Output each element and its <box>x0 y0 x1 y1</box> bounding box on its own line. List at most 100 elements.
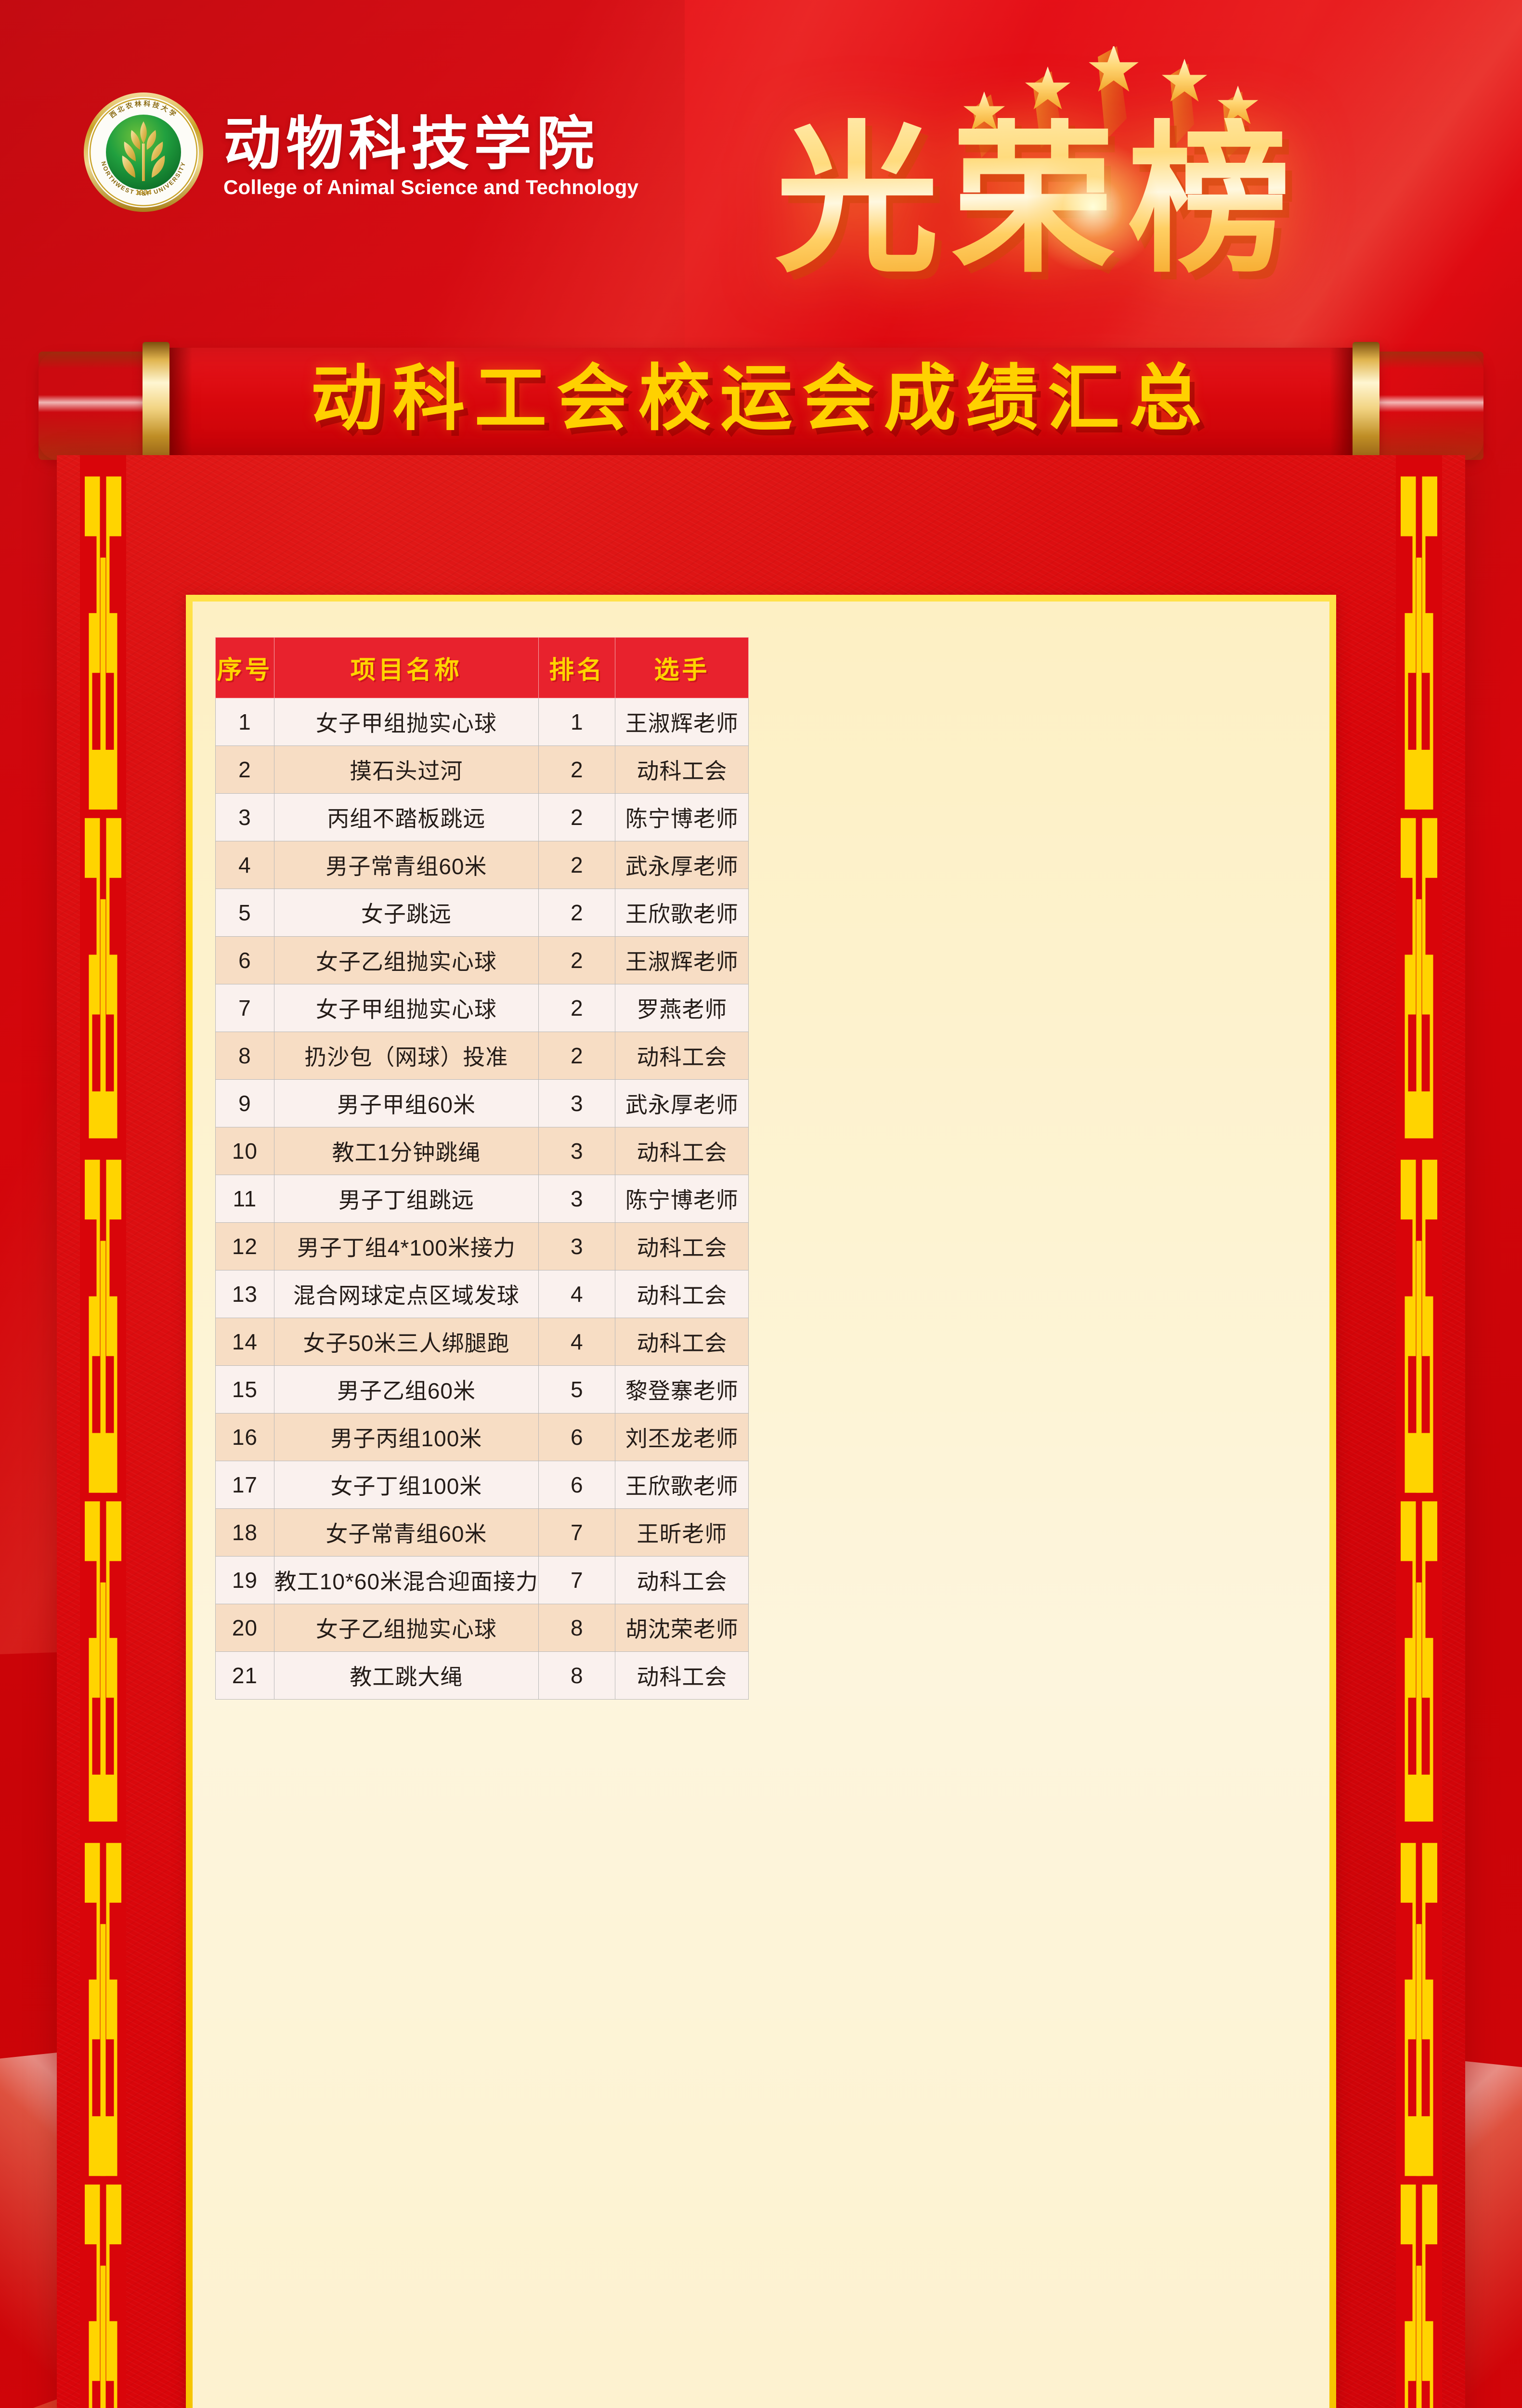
results-table-body: 1 女子甲组抛实心球 1 王淑辉老师 2 摸石头过河 2 动科工会 3 丙组不踏板跳远 2 陈宁博老师… <box>215 698 749 1700</box>
banner-title-text: 动科工会校运会成绩汇总 <box>311 358 1211 439</box>
cell-index: 15 <box>215 1365 274 1413</box>
star-cluster <box>944 44 1310 176</box>
cell-rank: 3 <box>538 1079 616 1127</box>
cell-rank: 8 <box>538 1604 616 1652</box>
scroll-rod-cap-left <box>143 342 169 470</box>
cell-index: 9 <box>215 1079 274 1127</box>
cell-athlete: 王欣歌老师 <box>615 889 749 937</box>
cell-event: 男子甲组60米 <box>273 1079 539 1127</box>
table-row: 2 摸石头过河 2 动科工会 <box>215 746 749 794</box>
cell-rank: 2 <box>538 1032 616 1080</box>
cell-index: 10 <box>215 1127 274 1175</box>
cell-event: 扔沙包（网球）投准 <box>273 1032 539 1080</box>
cell-rank: 7 <box>538 1556 616 1604</box>
table-row: 8 扔沙包（网球）投准 2 动科工会 <box>215 1032 749 1080</box>
meander-border-right <box>1396 455 1442 2408</box>
col-header-index: 序号 <box>215 637 274 698</box>
banner-fold-left <box>169 348 192 463</box>
cell-event: 女子甲组抛实心球 <box>273 698 539 746</box>
cell-index: 2 <box>215 746 274 794</box>
cell-athlete: 罗燕老师 <box>615 984 749 1032</box>
cell-rank: 2 <box>538 793 616 841</box>
cell-athlete: 动科工会 <box>615 1127 749 1175</box>
cell-index: 19 <box>215 1556 274 1604</box>
cell-event: 丙组不踏板跳远 <box>273 793 539 841</box>
cell-index: 16 <box>215 1413 274 1461</box>
cell-rank: 2 <box>538 746 616 794</box>
seal-year-text: 1934 <box>135 188 152 196</box>
hero-title: 光荣榜 <box>775 108 1304 291</box>
cell-index: 13 <box>215 1270 274 1318</box>
cell-rank: 4 <box>538 1270 616 1318</box>
cell-athlete: 动科工会 <box>615 1556 749 1604</box>
col-header-rank: 排名 <box>538 637 616 698</box>
cell-rank: 2 <box>538 841 616 889</box>
cell-event: 教工跳大绳 <box>273 1651 539 1700</box>
table-row: 15 男子乙组60米 5 黎登寨老师 <box>215 1365 749 1413</box>
table-row: 7 女子甲组抛实心球 2 罗燕老师 <box>215 984 749 1032</box>
cell-rank: 1 <box>538 698 616 746</box>
cell-rank: 2 <box>538 984 616 1032</box>
cell-event: 混合网球定点区域发球 <box>273 1270 539 1318</box>
cell-event: 男子丙组100米 <box>273 1413 539 1461</box>
cell-event: 教工1分钟跳绳 <box>273 1127 539 1175</box>
cell-index: 17 <box>215 1461 274 1509</box>
col-header-event: 项目名称 <box>273 637 539 698</box>
table-row: 17 女子丁组100米 6 王欣歌老师 <box>215 1461 749 1509</box>
table-row: 16 男子丙组100米 6 刘丕龙老师 <box>215 1413 749 1461</box>
table-row: 6 女子乙组抛实心球 2 王淑辉老师 <box>215 936 749 984</box>
table-row: 4 男子常青组60米 2 武永厚老师 <box>215 841 749 889</box>
cell-athlete: 动科工会 <box>615 1651 749 1700</box>
cell-rank: 6 <box>538 1461 616 1509</box>
cell-athlete: 武永厚老师 <box>615 1079 749 1127</box>
cell-index: 18 <box>215 1508 274 1557</box>
college-brand-lockup: 西北农林科技大学 NORTHWEST A&F UNIVERSITY 1934 动… <box>83 92 638 213</box>
scroll-paper-body: 序号 项目名称 排名 选手 1 女子甲组抛实心球 1 王淑辉老师 2 摸石头过河 2 动科工会… <box>57 455 1465 2408</box>
scroll-banner: 动科工会校运会成绩汇总 <box>0 337 1522 477</box>
table-row: 1 女子甲组抛实心球 1 王淑辉老师 <box>215 698 749 746</box>
cell-athlete: 动科工会 <box>615 1222 749 1270</box>
meander-border-left <box>80 455 126 2408</box>
cell-event: 女子常青组60米 <box>273 1508 539 1557</box>
cell-event: 男子常青组60米 <box>273 841 539 889</box>
cell-rank: 3 <box>538 1127 616 1175</box>
cell-rank: 2 <box>538 889 616 937</box>
cell-rank: 2 <box>538 936 616 984</box>
poster-header: 西北农林科技大学 NORTHWEST A&F UNIVERSITY 1934 动… <box>0 0 1522 308</box>
cell-index: 21 <box>215 1651 274 1700</box>
cell-index: 11 <box>215 1175 274 1223</box>
table-row: 14 女子50米三人绑腿跑 4 动科工会 <box>215 1318 749 1366</box>
cell-athlete: 黎登寨老师 <box>615 1365 749 1413</box>
cell-index: 8 <box>215 1032 274 1080</box>
cell-athlete: 胡沈荣老师 <box>615 1604 749 1652</box>
cell-rank: 8 <box>538 1651 616 1700</box>
results-table-head: 序号 项目名称 排名 选手 <box>215 637 749 698</box>
table-row: 19 教工10*60米混合迎面接力 7 动科工会 <box>215 1556 749 1604</box>
cell-rank: 3 <box>538 1175 616 1223</box>
cell-event: 女子乙组抛实心球 <box>273 1604 539 1652</box>
cell-athlete: 王昕老师 <box>615 1508 749 1557</box>
cell-event: 男子丁组4*100米接力 <box>273 1222 539 1270</box>
cell-athlete: 武永厚老师 <box>615 841 749 889</box>
banner-red-cloth <box>169 348 1353 463</box>
table-row: 10 教工1分钟跳绳 3 动科工会 <box>215 1127 749 1175</box>
cell-index: 12 <box>215 1222 274 1270</box>
banner-fold-right <box>1330 348 1353 463</box>
cell-athlete: 王淑辉老师 <box>615 698 749 746</box>
cell-index: 5 <box>215 889 274 937</box>
cell-index: 6 <box>215 936 274 984</box>
cell-event: 男子丁组跳远 <box>273 1175 539 1223</box>
cell-rank: 3 <box>538 1222 616 1270</box>
cell-athlete: 动科工会 <box>615 1270 749 1318</box>
university-seal-icon: 西北农林科技大学 NORTHWEST A&F UNIVERSITY 1934 <box>83 92 204 213</box>
cell-rank: 4 <box>538 1318 616 1366</box>
cell-event: 女子乙组抛实心球 <box>273 936 539 984</box>
cell-index: 7 <box>215 984 274 1032</box>
cell-event: 教工10*60米混合迎面接力 <box>273 1556 539 1604</box>
cell-athlete: 王淑辉老师 <box>615 936 749 984</box>
cell-athlete: 刘丕龙老师 <box>615 1413 749 1461</box>
table-header-row: 序号 项目名称 排名 选手 <box>215 637 749 698</box>
cell-index: 3 <box>215 793 274 841</box>
inner-gold-frame: 序号 项目名称 排名 选手 1 女子甲组抛实心球 1 王淑辉老师 2 摸石头过河 2 动科工会… <box>186 595 1336 2408</box>
